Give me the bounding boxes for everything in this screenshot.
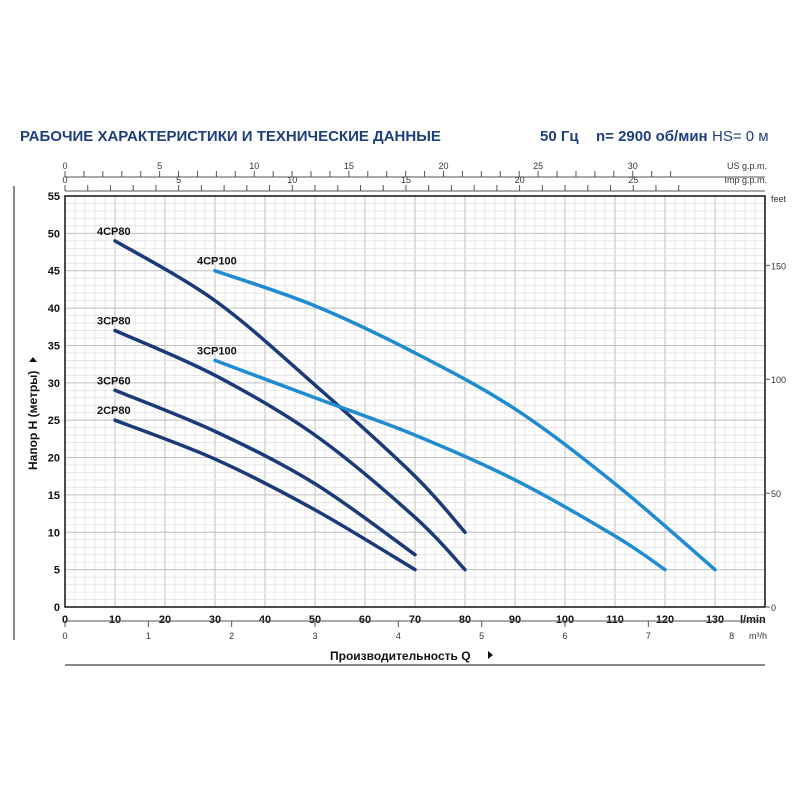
m3h-axis-tick-label: 5 — [479, 631, 484, 641]
x-tick-label: 10 — [109, 614, 121, 626]
m3h-axis-tick-label: 3 — [312, 631, 317, 641]
m3h-axis-tick-label: 6 — [563, 631, 568, 641]
x-tick-label: 80 — [459, 614, 471, 626]
x-tick-label: 40 — [259, 614, 271, 626]
imp-gpm-axis-unit-label: Imp g.p.m. — [724, 175, 767, 185]
m3h-axis-tick-label: 1 — [146, 631, 151, 641]
y-tick-label: 55 — [48, 191, 60, 203]
x-unit-label: l/min — [740, 614, 766, 626]
frequency-label: 50 Гц — [540, 128, 579, 145]
x-tick-label: 100 — [556, 614, 574, 626]
speed-label: n= 2900 об/мин — [596, 128, 708, 145]
x-tick-label: 0 — [62, 614, 68, 626]
curves: 4CP80 4CP100 3CP80 3CP100 3CP60 2CP80 — [97, 226, 717, 572]
m3h-axis-tick-label: 0 — [62, 631, 67, 641]
us-gpm-axis-tick-label: 10 — [249, 161, 259, 171]
us-gpm-axis-tick-label: 15 — [344, 161, 354, 171]
y-tick-label: 5 — [54, 565, 60, 577]
m3h-axis-unit-label: m³/h — [749, 631, 767, 641]
us-gpm-axis-tick-label: 20 — [438, 161, 448, 171]
us-gpm-axis-tick-label: 5 — [157, 161, 162, 171]
plot-frame — [64, 195, 766, 608]
y-tick-label: 0 — [54, 602, 60, 614]
y-tick-label: 45 — [48, 266, 60, 278]
imp-gpm-axis-tick-label: 10 — [287, 175, 297, 185]
y-tick-label: 15 — [48, 490, 60, 502]
x-tick-label: 30 — [209, 614, 221, 626]
us-gpm-axis-tick-label: 25 — [533, 161, 543, 171]
us-gpm-axis-tick-label: 30 — [628, 161, 638, 171]
x-tick-label: 50 — [309, 614, 321, 626]
y-tick-label: 50 — [48, 228, 60, 240]
feet-unit-label: feet — [771, 194, 787, 204]
chart-title: РАБОЧИЕ ХАРАКТЕРИСТИКИ И ТЕХНИЧЕСКИЕ ДАН… — [20, 128, 441, 145]
imp-gpm-axis-tick-label: 15 — [401, 175, 411, 185]
x-tick-label: 130 — [706, 614, 724, 626]
imp-gpm-axis-tick-label: 0 — [62, 175, 67, 185]
feet-tick-label: 100 — [771, 375, 786, 385]
curve-label-4cp80: 4CP80 — [97, 226, 131, 238]
x-tick-label: 20 — [159, 614, 171, 626]
us-gpm-axis-tick-label: 0 — [62, 161, 67, 171]
y-tick-label: 10 — [48, 527, 60, 539]
x-arrow-icon — [488, 651, 493, 659]
curve-4cp80 — [113, 239, 467, 535]
curve-label-3cp100: 3CP100 — [197, 345, 237, 357]
curve-3cp60 — [113, 388, 417, 557]
curve-label-4cp100: 4CP100 — [197, 256, 237, 268]
feet-tick-label: 0 — [771, 603, 776, 613]
x-tick-label: 120 — [656, 614, 674, 626]
y-tick-label: 25 — [48, 415, 60, 427]
m3h-axis-tick-label: 8 — [729, 631, 734, 641]
curve-3cp100 — [213, 358, 667, 572]
x-axis-label: Производительность Q — [330, 649, 471, 663]
y-tick-label: 35 — [48, 340, 60, 352]
curve-label-3cp80: 3CP80 — [97, 316, 131, 328]
curve-3cp80 — [113, 328, 467, 572]
x-tick-label: 70 — [409, 614, 421, 626]
m3h-axis-tick-label: 2 — [229, 631, 234, 641]
curve-4cp100 — [213, 268, 717, 572]
y-tick-label: 40 — [48, 303, 60, 315]
us-gpm-axis-unit-label: US g.p.m. — [727, 161, 767, 171]
y-tick-label: 30 — [48, 378, 60, 390]
y-axis-label: Напор H (метры) — [26, 371, 40, 470]
y-tick-label: 20 — [48, 453, 60, 465]
m3h-axis-tick-label: 7 — [646, 631, 651, 641]
curve-label-3cp60: 3CP60 — [97, 375, 131, 387]
imp-gpm-axis-tick-label: 5 — [176, 175, 181, 185]
curve-label-2cp80: 2CP80 — [97, 405, 131, 417]
imp-gpm-axis-tick-label: 25 — [628, 175, 638, 185]
grid — [64, 195, 766, 608]
x-tick-label: 60 — [359, 614, 371, 626]
feet-tick-label: 50 — [771, 489, 781, 499]
m3h-axis-tick-label: 4 — [396, 631, 401, 641]
curve-2cp80 — [113, 418, 417, 572]
axes: 0 10 20 30 40 50 60 70 80 90 100 110 120 130 l/min0510… — [48, 161, 787, 641]
x-tick-label: 90 — [509, 614, 521, 626]
feet-tick-label: 150 — [771, 261, 786, 271]
imp-gpm-axis-tick-label: 20 — [515, 175, 525, 185]
hs-label: HS= 0 м — [712, 128, 769, 145]
x-tick-label: 110 — [606, 614, 624, 626]
y-arrow-icon — [29, 357, 37, 362]
